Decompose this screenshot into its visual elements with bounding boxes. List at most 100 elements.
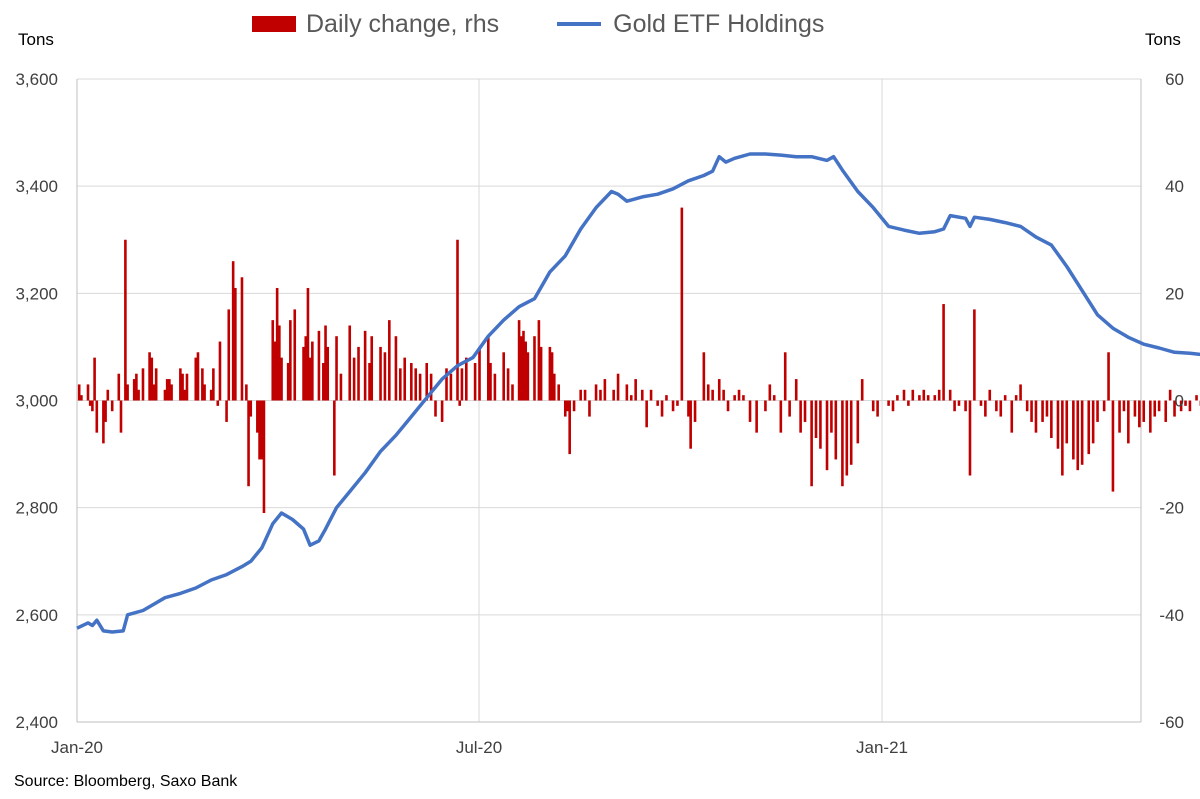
bar-daily-change [80,395,83,401]
bar-daily-change [548,346,552,401]
bar-daily-change [194,357,198,401]
bar-daily-change [456,239,459,401]
x-tick-label: Jul-20 [456,738,502,757]
bar-daily-change [102,400,105,444]
bar-daily-change [93,357,96,401]
bar-daily-change [517,320,521,401]
bar-daily-change [370,336,374,401]
bar-daily-change [308,357,312,401]
bar-daily-change [964,400,967,412]
bar-daily-change [1045,400,1049,417]
bar-daily-change [1168,389,1172,401]
bar-daily-change [896,395,899,401]
bar-daily-change [168,379,171,401]
bar-daily-change [926,395,930,401]
bar-daily-change [968,400,972,476]
bar-daily-change [506,368,510,401]
bar-daily-change [706,384,710,401]
bar-daily-change [234,287,237,401]
bar-daily-change [262,400,266,514]
bar-daily-change [887,400,890,406]
chart-legend: Daily change, rhs Gold ETF Holdings [252,8,882,40]
y-right-tick-label: -40 [1159,606,1184,625]
bar-daily-change [324,325,327,401]
legend-label-gold-etf: Gold ETF Holdings [613,9,825,38]
bar-daily-change [524,341,527,401]
bar-daily-change [645,400,648,428]
bar-daily-change [830,400,833,433]
bar-daily-change [489,362,492,401]
bar-daily-change [737,389,741,401]
bar-daily-change [537,320,541,401]
bar-daily-change [77,384,81,401]
bar-daily-change [783,352,787,401]
bar-daily-change [1096,400,1099,422]
bar-daily-change [478,346,481,401]
bar-daily-change [449,373,453,401]
bar-daily-change [640,389,644,401]
bar-daily-change [1019,384,1022,401]
bar-daily-change [1061,400,1064,476]
bar-daily-change [1072,400,1075,460]
bar-daily-change [689,400,692,449]
bar-daily-change [368,362,371,401]
source-note: Source: Bloomberg, Saxo Bank [14,773,238,790]
bar-daily-change [557,384,560,401]
bar-daily-change [933,395,937,401]
bar-daily-change [460,368,464,401]
y-left-tick-label: 3,400 [15,177,58,196]
bar-daily-change [227,309,231,401]
legend-label-daily-change: Daily change, rhs [306,9,500,38]
bar-daily-change [1014,395,1018,401]
bar-daily-change [225,400,228,422]
bar-daily-change [803,400,807,422]
bar-daily-change [665,395,668,401]
bar-daily-change [588,400,591,417]
bar-daily-change [799,400,802,433]
bar-daily-change [550,352,554,401]
bar-daily-change [256,400,259,433]
bar-daily-change [95,400,99,433]
bar-series-daily-change [77,207,1200,514]
bar-daily-change [163,389,167,401]
bar-daily-change [599,389,602,401]
bar-daily-change [656,400,659,406]
bar-daily-change [511,384,514,401]
bar-daily-change [212,368,215,401]
line-series-gold-etf-holdings [76,152,1200,634]
bar-daily-change [414,368,418,401]
bar-daily-change [179,368,182,401]
bar-daily-change [86,384,90,401]
bar-daily-change [1034,400,1038,433]
bar-daily-change [634,379,637,401]
bar-daily-change [1127,400,1130,444]
bar-daily-change [687,400,690,417]
bar-daily-change [733,395,736,401]
bar-daily-change [137,389,140,401]
bar-daily-change [1010,400,1014,433]
bar-daily-change [493,373,497,401]
left-axis-unit: Tons [18,30,54,49]
bar-daily-change [907,400,910,406]
bar-daily-change [280,357,283,401]
bar-daily-change [539,346,543,401]
bar-daily-change [702,352,706,401]
y-right-tick-label: -60 [1159,713,1184,732]
bar-daily-change [148,352,151,401]
bar-daily-change [953,400,956,412]
bar-daily-change [764,400,767,412]
bar-daily-change [135,373,138,401]
bar-daily-change [810,400,813,487]
bar-daily-change [522,330,525,401]
bar-daily-change [110,400,114,412]
bar-daily-change [612,389,615,401]
bar-daily-change [849,400,853,465]
bar-daily-change [275,287,279,401]
bar-daily-change [247,400,250,487]
bar-daily-change [583,389,587,401]
y-axis-right-labels: -60 -40 -20 0 20 40 60 [1159,70,1184,732]
bar-daily-change [388,320,391,401]
bar-daily-change [1173,400,1176,417]
bar-daily-change [937,389,941,401]
